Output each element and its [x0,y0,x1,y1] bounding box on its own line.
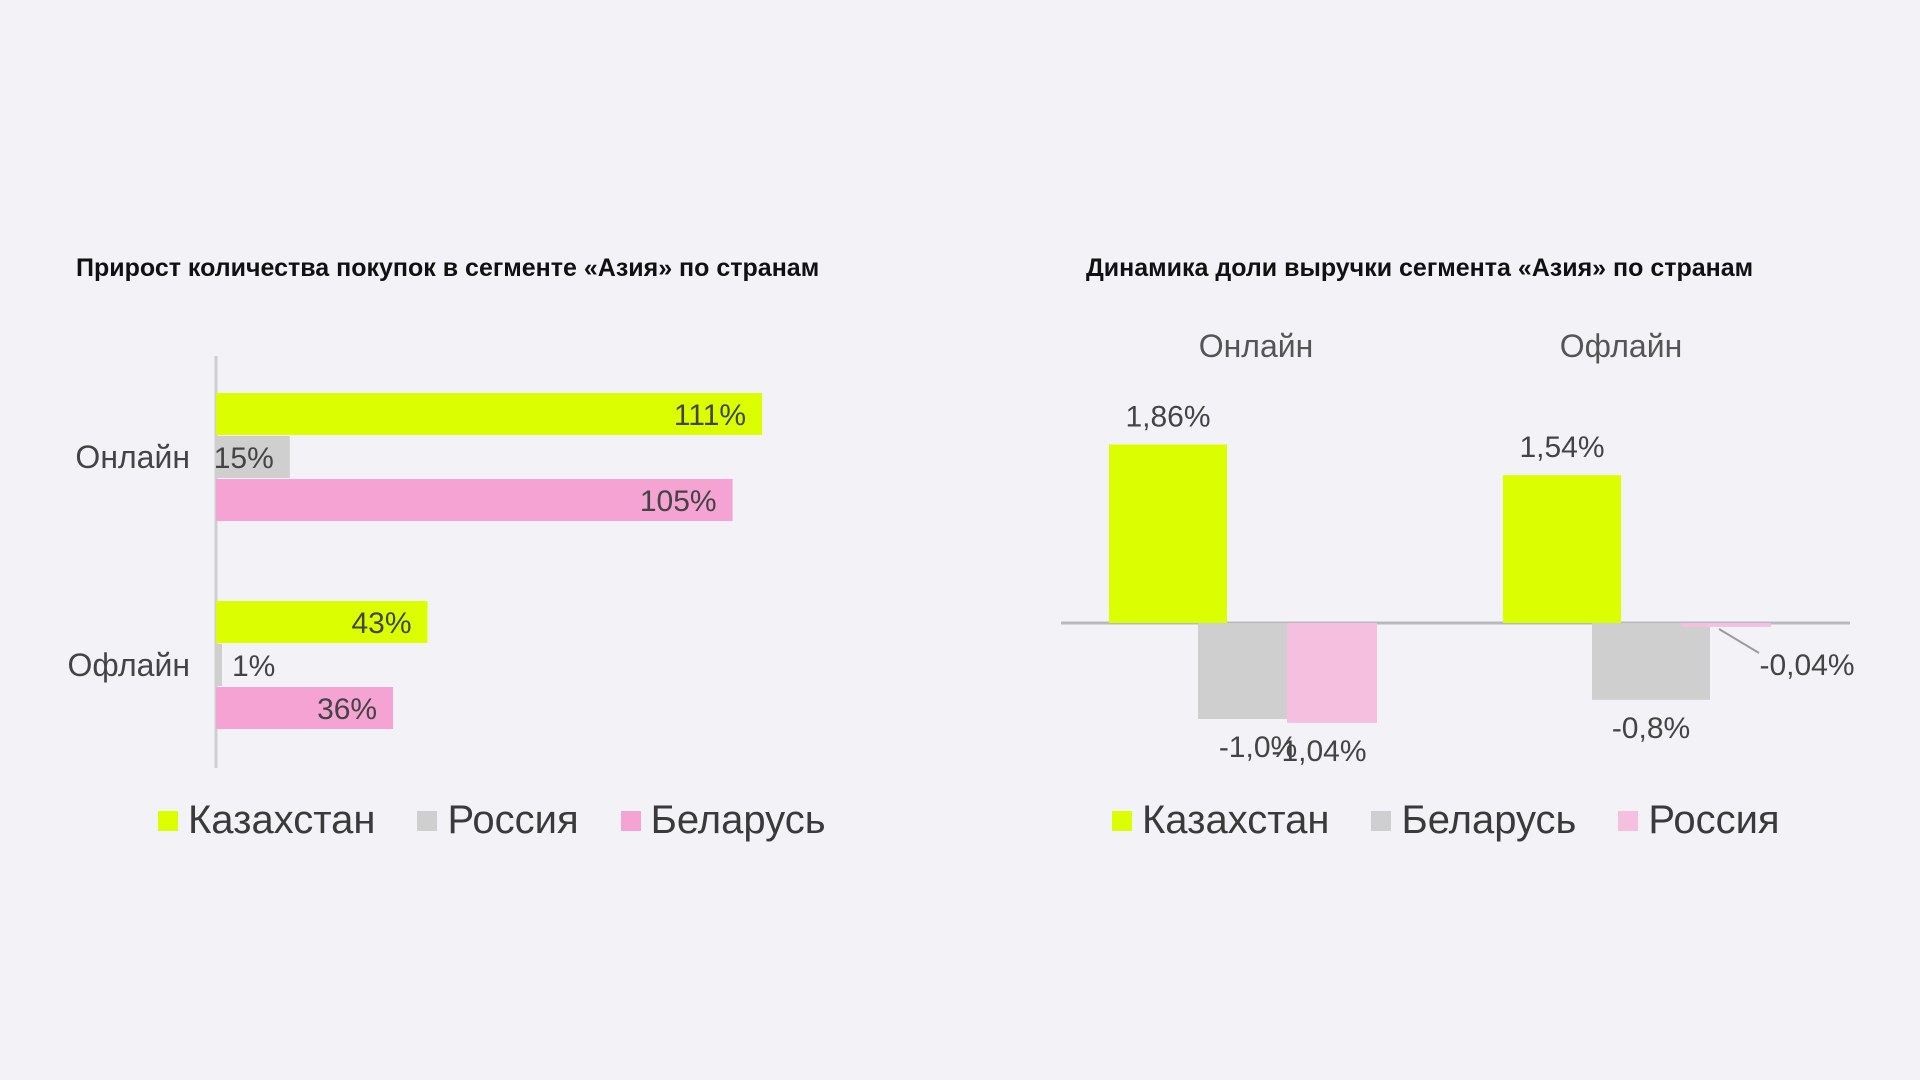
left-category-label-1: Офлайн [67,647,190,683]
left-legend-swatch-2 [620,810,641,831]
right-bar-label-0-1: -1,0% [1219,731,1297,764]
left-bar-1-0 [216,601,428,643]
left-chart-legend: Казахстан Россия Беларусь [158,798,868,843]
right-bar-label-0-2: -1,04% [1271,735,1366,768]
right-bar-0-0 [1109,444,1227,623]
left-legend-label-1: Россия [447,798,579,842]
left-bar-label-1-0: 43% [352,607,412,640]
right-bar-1-1 [1592,623,1710,700]
left-bar-label-1-1: 1% [232,650,275,683]
right-chart-legend: Казахстан Беларусь Россия [1112,798,1822,843]
left-legend-label-2: Беларусь [650,798,826,842]
right-legend-swatch-0 [1112,810,1132,831]
right-legend-swatch-1 [1371,810,1392,831]
right-bar-0-2 [1287,623,1377,723]
right-bar-label-1-1: -0,8% [1612,712,1690,745]
left-chart-title: Прирост количества покупок в сегменте «А… [76,254,820,282]
left-bar-0-0 [216,393,763,435]
left-legend-item-1: Россия [417,798,579,843]
right-legend-label-1: Беларусь [1401,798,1577,842]
left-legend-item-0: Казахстан [158,798,375,843]
right-legend-item-1: Беларусь [1371,798,1576,843]
left-bar-0-1 [216,436,290,478]
left-bar-0-2 [216,479,733,521]
left-bar-label-0-2: 105% [640,485,717,518]
right-chart-title: Динамика доли выручки сегмента «Азия» по… [1086,254,1754,282]
right-leader-line-1-2 [1718,628,1760,654]
left-bar-1-2 [216,687,394,729]
right-legend-label-2: Россия [1648,798,1780,842]
left-bar-label-0-0: 111% [674,399,746,432]
left-bar-label-1-2: 36% [317,693,377,726]
right-legend-label-0: Казахстан [1142,798,1330,842]
left-legend-label-0: Казахстан [188,798,376,842]
left-bar-label-0-1: 15% [214,442,274,475]
left-legend-swatch-0 [158,810,178,831]
left-bar-1-1 [216,644,222,686]
right-legend-item-2: Россия [1618,798,1780,843]
right-bar-label-1-2: -0,04% [1759,649,1854,682]
left-legend-swatch-1 [417,810,438,831]
right-category-label-1: Офлайн [1560,328,1683,364]
left-legend-item-2: Беларусь [620,798,826,843]
right-bar-label-1-0: 1,54% [1519,431,1604,464]
right-bar-1-0 [1503,475,1621,623]
right-category-label-0: Онлайн [1199,328,1314,364]
left-category-label-0: Онлайн [75,439,190,475]
right-bar-label-0-0: 1,86% [1125,400,1210,433]
right-legend-swatch-2 [1618,810,1639,831]
right-legend-item-0: Казахстан [1112,798,1329,843]
right-bar-1-2 [1681,623,1771,627]
